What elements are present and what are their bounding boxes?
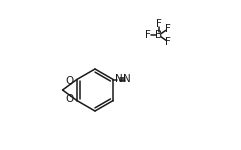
Text: O: O bbox=[66, 76, 74, 86]
Text: F: F bbox=[165, 37, 171, 47]
Text: O: O bbox=[65, 94, 74, 104]
Text: B: B bbox=[155, 30, 162, 40]
Text: N: N bbox=[122, 75, 130, 84]
Text: F: F bbox=[145, 30, 150, 40]
Text: F: F bbox=[156, 19, 162, 29]
Text: N: N bbox=[115, 75, 123, 84]
Text: F: F bbox=[165, 24, 171, 34]
